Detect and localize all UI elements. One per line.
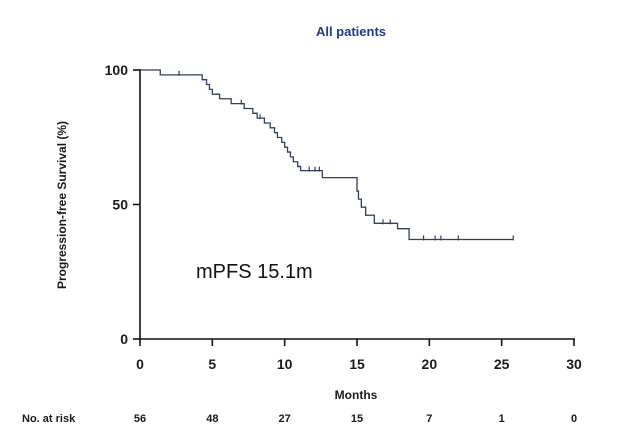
y-tick-label: 100 — [105, 62, 129, 78]
x-tick-label: 30 — [566, 356, 582, 372]
x-tick-label: 10 — [277, 356, 293, 372]
x-axis-title: Months — [335, 388, 378, 402]
y-tick-label: 50 — [112, 197, 128, 213]
survival-curve-layer — [140, 69, 514, 241]
axis-ticks: 0 5 10 15 20 25 30 0 50 100 — [105, 62, 582, 372]
x-tick-label: 0 — [136, 356, 144, 372]
risk-count: 48 — [206, 413, 218, 425]
risk-count: 1 — [499, 413, 505, 425]
risk-table-label: No. at risk — [22, 413, 76, 425]
survival-curve — [140, 69, 514, 241]
x-tick-label: 5 — [208, 356, 216, 372]
risk-count: 0 — [571, 413, 577, 425]
risk-count: 15 — [351, 413, 363, 425]
x-tick-label: 15 — [349, 356, 365, 372]
chart-title: All patients — [316, 24, 386, 39]
risk-count: 7 — [426, 413, 432, 425]
mpfs-annotation: mPFS 15.1m — [196, 261, 313, 283]
x-tick-label: 25 — [494, 356, 510, 372]
y-tick-label: 0 — [120, 331, 128, 347]
risk-table: 56 48 27 15 7 1 0 — [134, 413, 577, 425]
risk-count: 56 — [134, 413, 146, 425]
risk-count: 27 — [279, 413, 291, 425]
y-axis-title: Progression-free Survival (%) — [55, 121, 69, 289]
x-tick-label: 20 — [422, 356, 438, 372]
